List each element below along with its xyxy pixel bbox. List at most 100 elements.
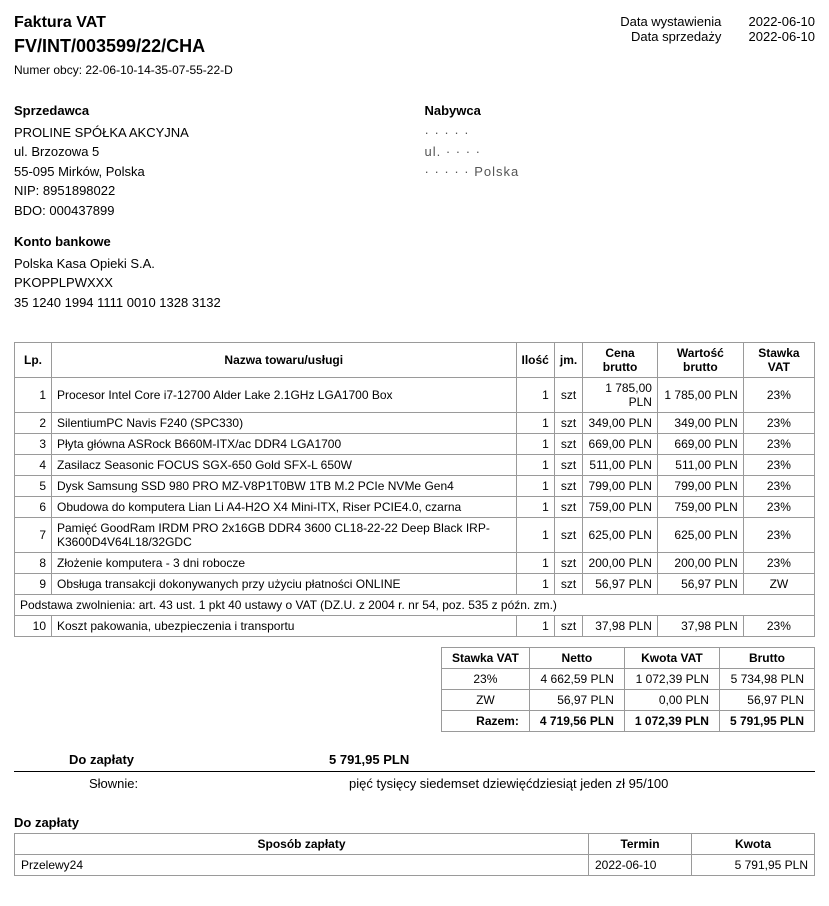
vat-header-row: Stawka VAT Netto Kwota VAT Brutto bbox=[441, 648, 814, 669]
cell-unit: szt bbox=[554, 518, 582, 553]
cell-vat: 23% bbox=[743, 616, 814, 637]
cell-name: Dysk Samsung SSD 980 PRO MZ-V8P1T0BW 1TB… bbox=[52, 476, 517, 497]
issue-date-value: 2022-06-10 bbox=[735, 14, 815, 29]
vat-total-net: 4 719,56 PLN bbox=[529, 711, 624, 732]
issue-date-label: Data wystawienia bbox=[601, 14, 721, 29]
title-block: Faktura VAT FV/INT/003599/22/CHA Numer o… bbox=[14, 14, 233, 77]
cell-qty: 1 bbox=[516, 553, 554, 574]
cell-lp: 9 bbox=[15, 574, 52, 595]
cell-lp: 8 bbox=[15, 553, 52, 574]
cell-name: Koszt pakowania, ubezpieczenia i transpo… bbox=[52, 616, 517, 637]
cell-name: SilentiumPC Navis F240 (SPC330) bbox=[52, 413, 517, 434]
cell-price: 349,00 PLN bbox=[583, 413, 658, 434]
col-lp: Lp. bbox=[15, 343, 52, 378]
vat-rate: 23% bbox=[441, 669, 529, 690]
cell-qty: 1 bbox=[516, 518, 554, 553]
bank-heading: Konto bankowe bbox=[14, 232, 405, 252]
table-row: 6Obudowa do komputera Lian Li A4-H2O X4 … bbox=[15, 497, 815, 518]
seller-block: Sprzedawca PROLINE SPÓŁKA AKCYJNA ul. Br… bbox=[14, 101, 405, 312]
cell-price: 799,00 PLN bbox=[583, 476, 658, 497]
cell-qty: 1 bbox=[516, 616, 554, 637]
cell-value: 349,00 PLN bbox=[657, 413, 743, 434]
cell-vat: 23% bbox=[743, 476, 814, 497]
cell-price: 759,00 PLN bbox=[583, 497, 658, 518]
cell-unit: szt bbox=[554, 574, 582, 595]
sale-date-value: 2022-06-10 bbox=[735, 29, 815, 44]
seller-bdo-value: 000437899 bbox=[49, 203, 114, 218]
vat-col-gross: Brutto bbox=[719, 648, 814, 669]
cell-vat: 23% bbox=[743, 378, 814, 413]
vat-net: 4 662,59 PLN bbox=[529, 669, 624, 690]
pay-col-amount: Kwota bbox=[692, 834, 815, 855]
cell-name: Pamięć GoodRam IRDM PRO 2x16GB DDR4 3600… bbox=[52, 518, 517, 553]
buyer-street: ul. · · · · bbox=[425, 142, 816, 162]
in-words-value: pięć tysięcy siedemset dziewięćdziesiąt … bbox=[349, 776, 668, 791]
invoice-number: FV/INT/003599/22/CHA bbox=[14, 36, 233, 57]
document-type: Faktura VAT bbox=[14, 14, 233, 32]
cell-vat: ZW bbox=[743, 574, 814, 595]
cell-unit: szt bbox=[554, 476, 582, 497]
cell-vat: 23% bbox=[743, 553, 814, 574]
vat-rate: ZW bbox=[441, 690, 529, 711]
cell-value: 200,00 PLN bbox=[657, 553, 743, 574]
cell-vat: 23% bbox=[743, 455, 814, 476]
table-row: 8Złożenie komputera - 3 dni robocze1szt 2… bbox=[15, 553, 815, 574]
cell-price: 56,97 PLN bbox=[583, 574, 658, 595]
seller-bdo-line: BDO: 000437899 bbox=[14, 201, 405, 221]
vat-total-gross: 5 791,95 PLN bbox=[719, 711, 814, 732]
bank-iban: 35 1240 1994 1111 0010 1328 3132 bbox=[14, 293, 405, 313]
col-value: Wartość brutto bbox=[657, 343, 743, 378]
cell-unit: szt bbox=[554, 497, 582, 518]
cell-qty: 1 bbox=[516, 455, 554, 476]
buyer-city: · · · · · Polska bbox=[425, 162, 816, 182]
exemption-note-row: Podstawa zwolnienia: art. 43 ust. 1 pkt … bbox=[15, 595, 815, 616]
col-price: Cena brutto bbox=[583, 343, 658, 378]
cell-unit: szt bbox=[554, 413, 582, 434]
cell-unit: szt bbox=[554, 434, 582, 455]
vat-gross: 56,97 PLN bbox=[719, 690, 814, 711]
vat-col-rate: Stawka VAT bbox=[441, 648, 529, 669]
cell-name: Złożenie komputera - 3 dni robocze bbox=[52, 553, 517, 574]
exemption-note: Podstawa zwolnienia: art. 43 ust. 1 pkt … bbox=[15, 595, 815, 616]
items-table: Lp. Nazwa towaru/usługi Ilość jm. Cena b… bbox=[14, 342, 815, 637]
pay-amount: 5 791,95 PLN bbox=[692, 855, 815, 876]
vat-vat: 1 072,39 PLN bbox=[624, 669, 719, 690]
col-name: Nazwa towaru/usługi bbox=[52, 343, 517, 378]
cell-name: Obudowa do komputera Lian Li A4-H2O X4 M… bbox=[52, 497, 517, 518]
sale-date-label: Data sprzedaży bbox=[601, 29, 721, 44]
table-row: 7Pamięć GoodRam IRDM PRO 2x16GB DDR4 360… bbox=[15, 518, 815, 553]
cell-vat: 23% bbox=[743, 518, 814, 553]
cell-vat: 23% bbox=[743, 413, 814, 434]
to-pay-value: 5 791,95 PLN bbox=[329, 752, 409, 767]
table-row: 10Koszt pakowania, ubezpieczenia i trans… bbox=[15, 616, 815, 637]
col-unit: jm. bbox=[554, 343, 582, 378]
cell-name: Obsługa transakcji dokonywanych przy uży… bbox=[52, 574, 517, 595]
vat-row: 23%4 662,59 PLN1 072,39 PLN5 734,98 PLN bbox=[441, 669, 814, 690]
cell-price: 669,00 PLN bbox=[583, 434, 658, 455]
bank-block: Konto bankowe Polska Kasa Opieki S.A. PK… bbox=[14, 232, 405, 312]
seller-nip-value: 8951898022 bbox=[43, 183, 115, 198]
cell-value: 1 785,00 PLN bbox=[657, 378, 743, 413]
seller-city: 55-095 Mirków, Polska bbox=[14, 162, 405, 182]
cell-unit: szt bbox=[554, 553, 582, 574]
to-pay-label: Do zapłaty bbox=[14, 752, 329, 767]
col-qty: Ilość bbox=[516, 343, 554, 378]
cell-vat: 23% bbox=[743, 497, 814, 518]
cell-qty: 1 bbox=[516, 476, 554, 497]
table-row: 4Zasilacz Seasonic FOCUS SGX-650 Gold SF… bbox=[15, 455, 815, 476]
cell-qty: 1 bbox=[516, 434, 554, 455]
cell-value: 759,00 PLN bbox=[657, 497, 743, 518]
cell-value: 511,00 PLN bbox=[657, 455, 743, 476]
cell-qty: 1 bbox=[516, 497, 554, 518]
pay-col-method: Sposób zapłaty bbox=[15, 834, 589, 855]
parties-row: Sprzedawca PROLINE SPÓŁKA AKCYJNA ul. Br… bbox=[14, 101, 815, 312]
cell-unit: szt bbox=[554, 455, 582, 476]
vat-summary-table: Stawka VAT Netto Kwota VAT Brutto 23%4 6… bbox=[441, 647, 815, 732]
cell-value: 799,00 PLN bbox=[657, 476, 743, 497]
cell-unit: szt bbox=[554, 378, 582, 413]
cell-lp: 4 bbox=[15, 455, 52, 476]
foreign-number-value: 22-06-10-14-35-07-55-22-D bbox=[85, 63, 232, 77]
vat-total-vat: 1 072,39 PLN bbox=[624, 711, 719, 732]
bank-swift: PKOPPLPWXXX bbox=[14, 273, 405, 293]
cell-vat: 23% bbox=[743, 434, 814, 455]
